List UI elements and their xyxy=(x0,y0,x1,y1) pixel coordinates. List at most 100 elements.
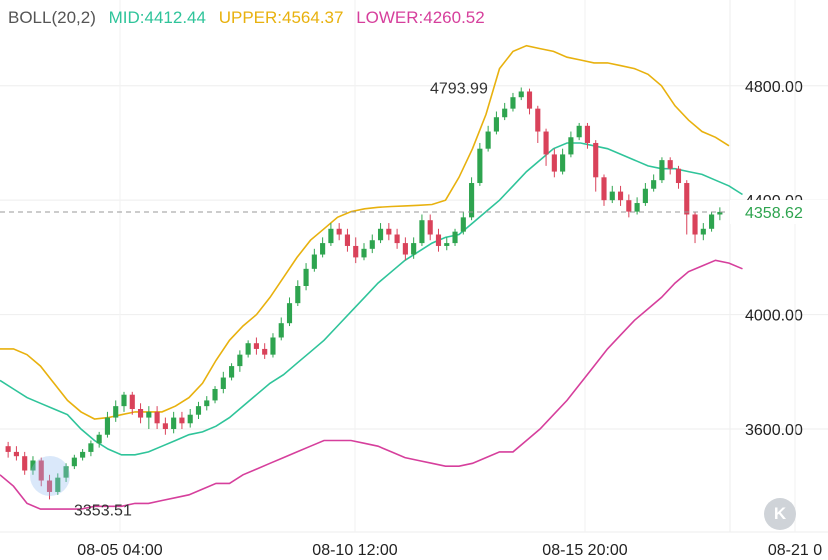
candle-body xyxy=(5,446,11,452)
candle-body xyxy=(617,191,624,201)
candle-body xyxy=(328,228,334,244)
candle-body xyxy=(717,211,723,215)
candle-body xyxy=(609,191,615,201)
candle-body xyxy=(386,228,392,235)
candle-body xyxy=(675,168,682,184)
candle-body xyxy=(344,234,351,246)
candle-body xyxy=(96,434,102,444)
candle-body xyxy=(419,220,425,244)
candle-body xyxy=(71,457,77,467)
crosshair-cursor[interactable] xyxy=(30,456,70,496)
x-tick-label: 08-10 12:00 xyxy=(312,542,398,559)
candle-body xyxy=(485,131,491,149)
candle-body xyxy=(452,231,458,244)
candle-body xyxy=(154,411,160,424)
candle-body xyxy=(320,243,326,255)
candle-body xyxy=(651,180,657,189)
candle-body xyxy=(270,337,276,355)
candle-body xyxy=(493,117,499,132)
candle-body xyxy=(38,460,44,481)
candle-body xyxy=(535,108,541,132)
candle-body xyxy=(502,108,508,118)
candle-body xyxy=(146,411,152,418)
candle-body xyxy=(253,343,259,349)
x-tick-label: 08-15 20:00 xyxy=(542,542,628,559)
candle-body xyxy=(510,97,516,109)
candle-body xyxy=(13,451,19,457)
candle-body xyxy=(220,377,226,389)
candle-body xyxy=(262,348,268,355)
x-tick-label: 08-05 04:00 xyxy=(77,542,163,559)
candle-body xyxy=(212,388,218,401)
chart-marks: 4358.62 4793.99 3353.51 xyxy=(0,80,828,520)
x-tick-label: 08-21 0 xyxy=(768,542,822,559)
candle-body xyxy=(361,248,367,258)
candle-body xyxy=(179,417,185,424)
candle-body xyxy=(593,142,599,178)
candle-body xyxy=(659,160,665,181)
candle-body xyxy=(195,406,202,415)
y-tick-label: 4800.00 xyxy=(745,79,803,96)
low-value-label: 3353.51 xyxy=(74,503,132,520)
current-price-label: 4358.62 xyxy=(745,205,803,222)
candle-body xyxy=(477,148,483,184)
candle-body xyxy=(460,217,466,232)
candle-body xyxy=(634,203,640,212)
candle-body xyxy=(286,303,293,324)
lower-band-line xyxy=(0,259,743,510)
mid-value: MID:4412.44 xyxy=(108,8,206,27)
candle-body xyxy=(129,394,135,409)
candle-body xyxy=(601,177,607,201)
candle-body xyxy=(692,214,698,235)
candle-body xyxy=(237,354,243,367)
candle-body xyxy=(104,417,111,435)
candle-body xyxy=(46,480,53,492)
indicator-legend: BOLL(20,2) MID:4412.44 UPPER:4564.37 LOW… xyxy=(8,8,493,28)
candle-body xyxy=(113,406,119,418)
candle-body xyxy=(444,243,450,246)
candle-body xyxy=(626,200,632,212)
candle-body xyxy=(377,228,384,241)
candle-body xyxy=(303,268,309,286)
candle-body xyxy=(80,451,86,458)
candle-body xyxy=(369,240,375,249)
candle-body xyxy=(88,443,94,452)
candle-body xyxy=(551,154,557,172)
y-tick-label: 4000.00 xyxy=(745,308,803,325)
candle-body xyxy=(642,188,648,204)
candle-body xyxy=(311,254,317,269)
candle-body xyxy=(353,245,359,258)
indicator-name: BOLL(20,2) xyxy=(8,8,96,27)
y-tick-label: 3600.00 xyxy=(745,422,803,439)
candle-body xyxy=(245,343,251,355)
candle-body xyxy=(560,154,566,172)
candle-body xyxy=(295,286,301,304)
mid-band-line xyxy=(0,142,743,456)
candle-body xyxy=(427,220,433,235)
candle-body xyxy=(394,234,400,244)
scroll-to-latest-button[interactable]: K xyxy=(764,498,796,530)
candle-body xyxy=(700,228,706,235)
candle-body xyxy=(667,160,673,169)
candle-body xyxy=(171,417,177,430)
current-price-box xyxy=(730,200,828,225)
candle-body xyxy=(684,183,690,215)
candle-body xyxy=(229,366,235,378)
candle-body xyxy=(584,125,591,143)
lower-value: LOWER:4260.52 xyxy=(356,8,485,27)
candles xyxy=(5,87,723,500)
candle-body xyxy=(30,460,36,471)
candle-body xyxy=(469,183,475,218)
candle-body xyxy=(63,466,69,478)
candle-body xyxy=(336,228,342,235)
bollinger-bands xyxy=(0,44,743,510)
upper-band-line xyxy=(0,44,730,420)
candle-body xyxy=(411,243,417,255)
candle-body xyxy=(278,323,284,338)
candle-body xyxy=(137,409,144,418)
candle-body xyxy=(576,125,582,138)
candle-body xyxy=(518,91,524,98)
candle-body xyxy=(435,234,442,246)
upper-value: UPPER:4564.37 xyxy=(218,8,344,27)
